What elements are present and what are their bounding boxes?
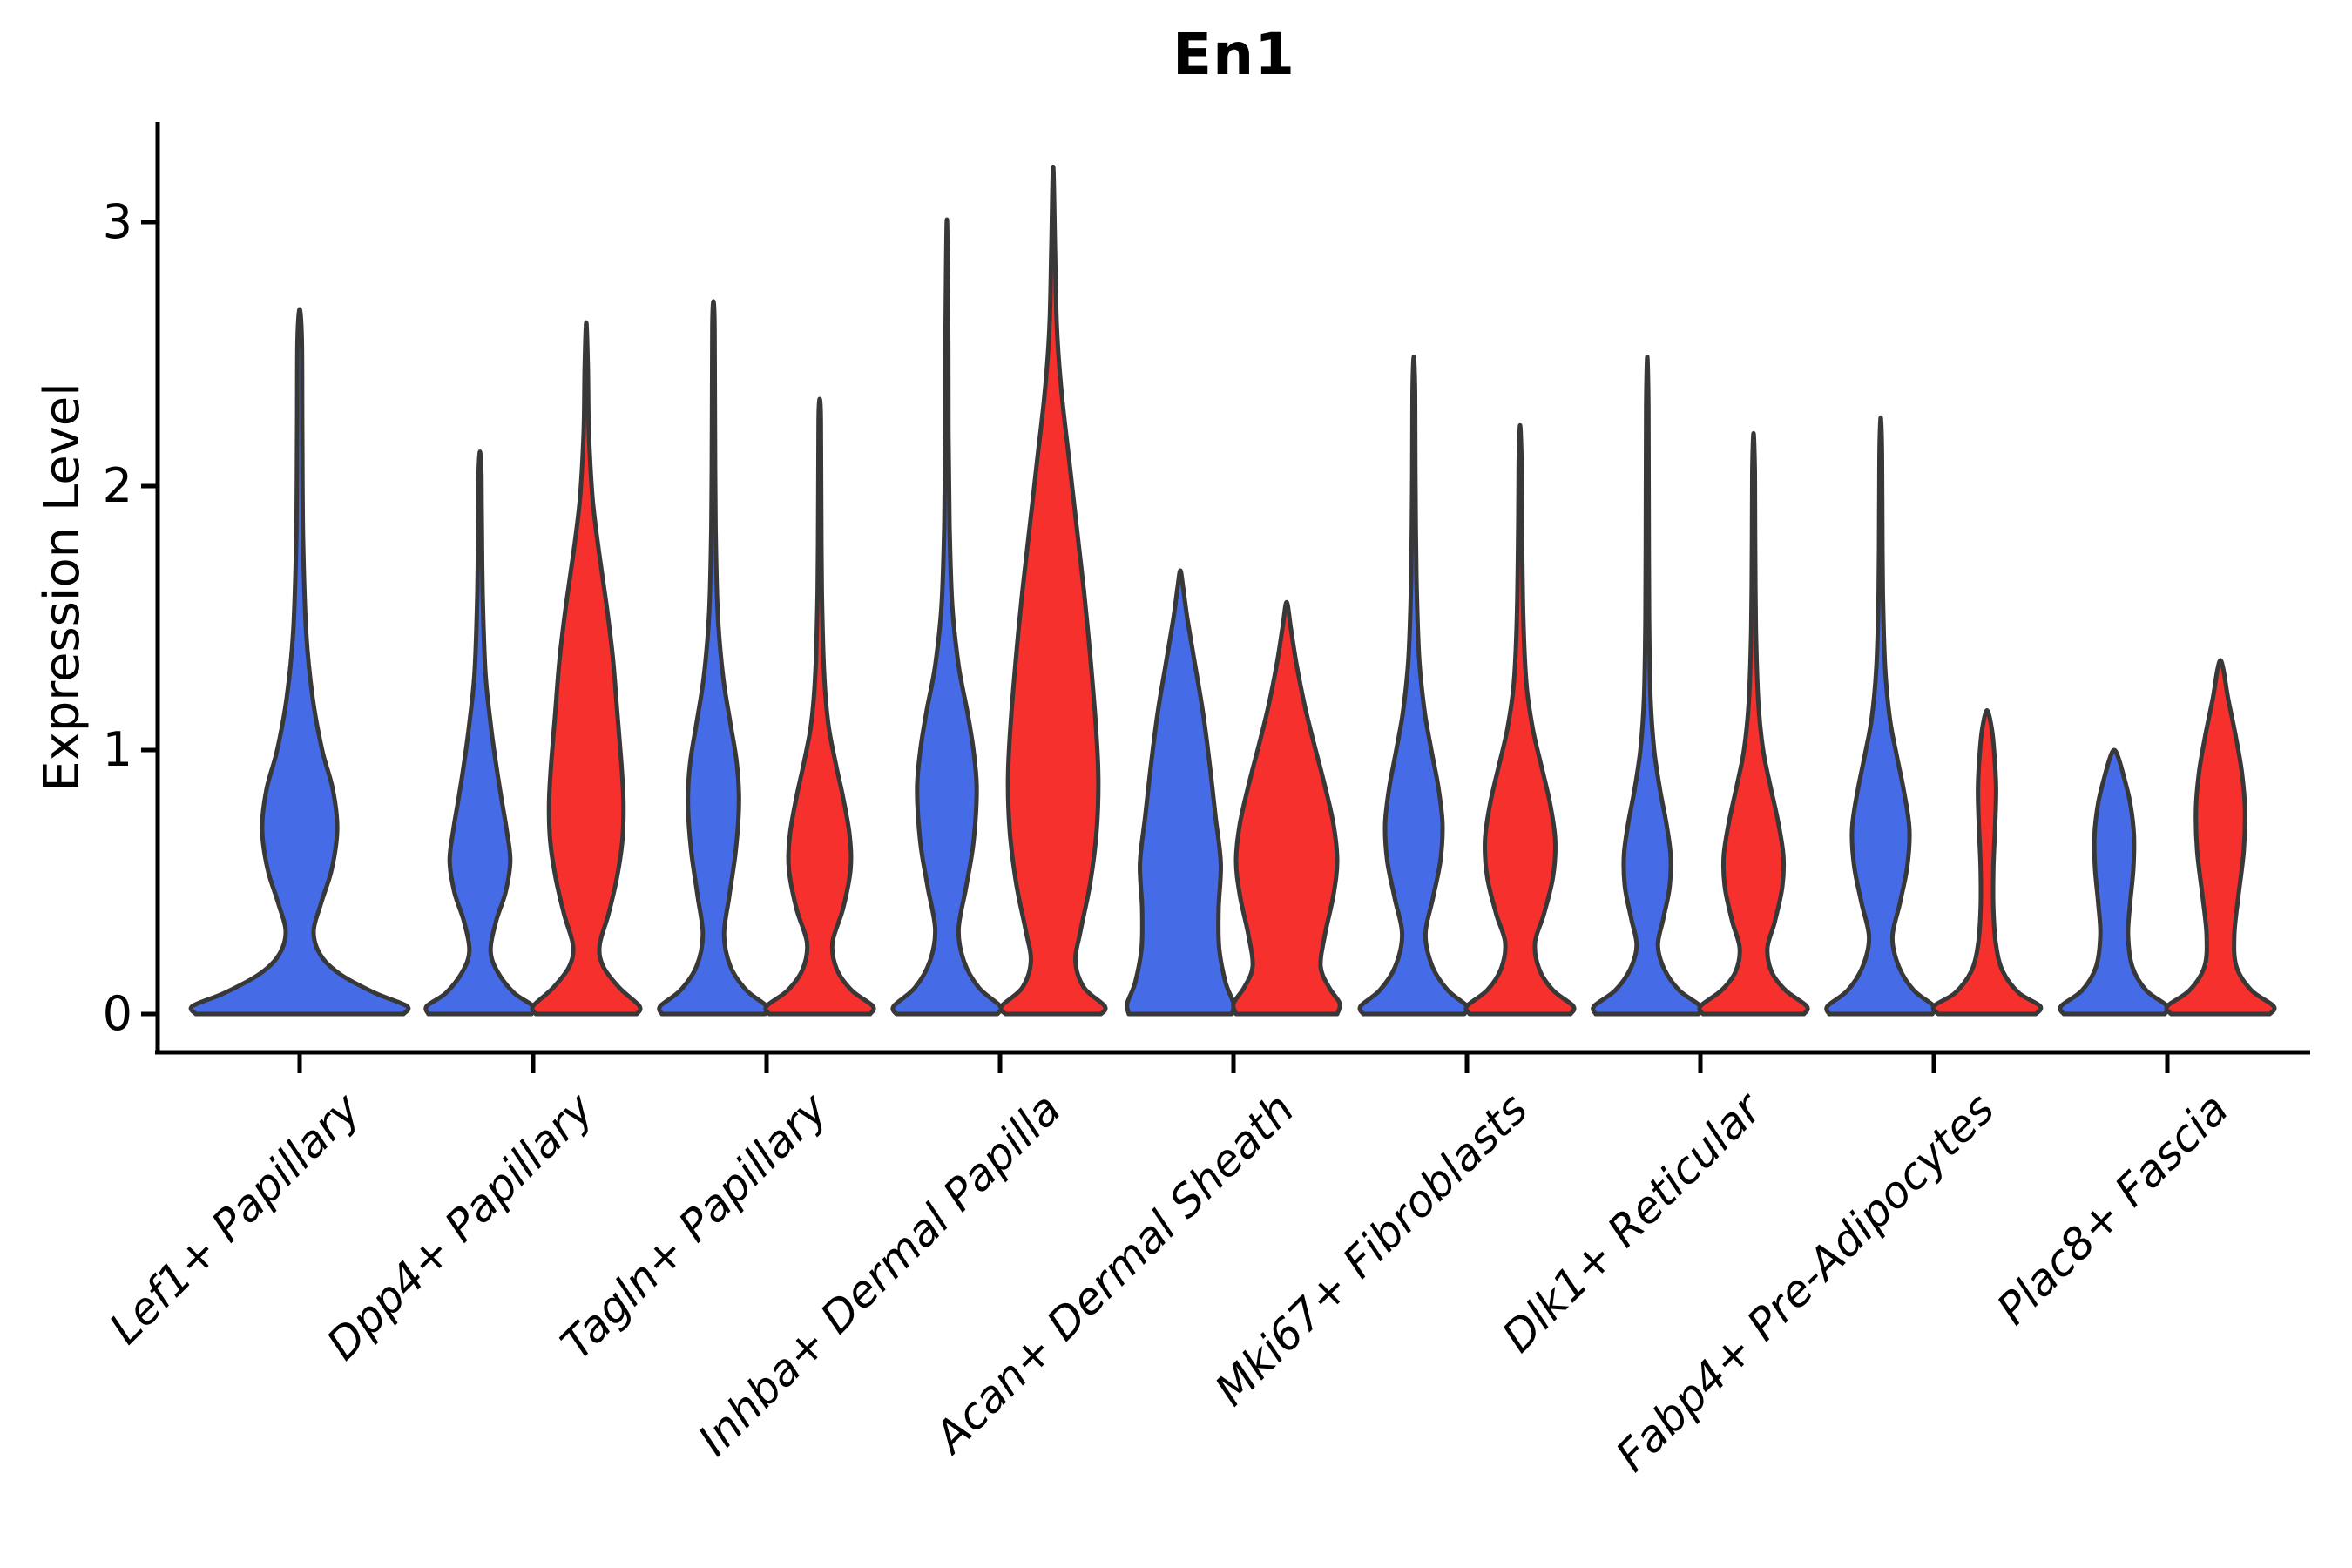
violin-fabp4-pre-adipocytes-red (1930, 708, 2044, 1017)
violin-mki67-fibroblasts-blue (1357, 355, 1470, 1017)
violin-dlk1-reticular-red (1697, 430, 1810, 1017)
violin-fabp4-pre-adipocytes-blue (1824, 415, 1937, 1017)
y-tick-label-1: 1 (102, 722, 132, 777)
violin-inhba-dermal-papilla-blue (890, 217, 1004, 1017)
y-tick-marks (141, 220, 157, 1017)
violin-plac8-fascia-red (2164, 658, 2277, 1017)
violin-tagln-papillary-red (763, 396, 876, 1017)
violin-mki67-fibroblasts-red (1463, 422, 1577, 1017)
violin-dpp4-papillary-blue (423, 449, 537, 1017)
violin-dlk1-reticular-blue (1591, 355, 1704, 1017)
violin-inhba-dermal-papilla-red (998, 164, 1108, 1017)
axis-spines (155, 122, 2310, 1055)
violin-tagln-papillary-blue (657, 299, 770, 1017)
chart-title: En1 (1173, 21, 1295, 88)
violin-acan-dermal-sheath-red (1231, 599, 1342, 1017)
violin-lef1-papillary-blue (188, 307, 411, 1017)
y-tick-label-0: 0 (102, 986, 132, 1041)
violin-acan-dermal-sheath-blue (1125, 568, 1236, 1017)
violin-plac8-fascia-blue (2058, 747, 2171, 1017)
violin-dpp4-papillary-red (530, 320, 643, 1017)
y-tick-label-3: 3 (102, 194, 132, 249)
y-axis-title: Expression Level (34, 382, 91, 792)
y-tick-label-2: 2 (102, 458, 132, 513)
violin-layer (188, 164, 2277, 1017)
x-tick-marks (297, 1054, 2170, 1073)
